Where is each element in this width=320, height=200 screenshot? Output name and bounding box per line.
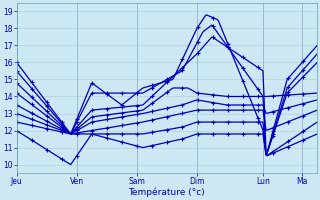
X-axis label: Température (°c): Température (°c) <box>129 188 205 197</box>
